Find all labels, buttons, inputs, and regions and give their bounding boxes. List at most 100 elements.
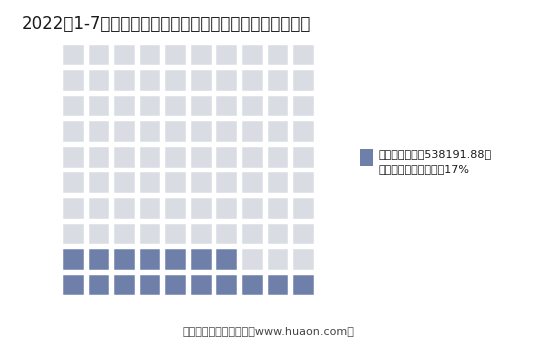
Text: 制图：华经产业研究院（www.huaon.com）: 制图：华经产业研究院（www.huaon.com） xyxy=(183,326,354,336)
Bar xyxy=(86,119,110,143)
Bar xyxy=(189,247,213,271)
Bar xyxy=(61,119,85,143)
Bar xyxy=(189,171,213,194)
Bar xyxy=(138,43,162,66)
Bar xyxy=(214,43,238,66)
Bar xyxy=(189,222,213,245)
Bar xyxy=(189,196,213,220)
Bar xyxy=(266,196,289,220)
Bar xyxy=(291,119,315,143)
Bar xyxy=(214,222,238,245)
Bar xyxy=(138,171,162,194)
Bar xyxy=(291,145,315,168)
Bar xyxy=(291,196,315,220)
Bar xyxy=(240,119,264,143)
Bar xyxy=(266,43,289,66)
Bar xyxy=(214,273,238,296)
Bar xyxy=(86,145,110,168)
Bar xyxy=(138,119,162,143)
Text: 2022年1-7月郑州商品交易所期货成交金额占全国市场比重: 2022年1-7月郑州商品交易所期货成交金额占全国市场比重 xyxy=(21,15,311,33)
Bar xyxy=(138,68,162,92)
Bar xyxy=(61,68,85,92)
Bar xyxy=(86,94,110,117)
Bar xyxy=(214,145,238,168)
Bar xyxy=(189,119,213,143)
Text: 期货成交金额为538191.88亿: 期货成交金额为538191.88亿 xyxy=(379,149,492,159)
Bar xyxy=(189,273,213,296)
Bar xyxy=(240,171,264,194)
Bar xyxy=(291,94,315,117)
Bar xyxy=(112,247,136,271)
Bar xyxy=(112,94,136,117)
Bar xyxy=(214,196,238,220)
Bar xyxy=(112,222,136,245)
Bar xyxy=(240,273,264,296)
Bar xyxy=(163,222,187,245)
Text: 元，占全国市场份额的17%: 元，占全国市场份额的17% xyxy=(379,164,469,175)
Bar xyxy=(86,273,110,296)
Bar xyxy=(266,119,289,143)
Bar xyxy=(189,43,213,66)
Bar xyxy=(240,68,264,92)
Bar xyxy=(214,94,238,117)
Bar xyxy=(266,273,289,296)
Bar xyxy=(163,145,187,168)
Bar xyxy=(112,68,136,92)
Bar xyxy=(61,145,85,168)
Bar xyxy=(61,196,85,220)
Bar xyxy=(214,247,238,271)
Bar xyxy=(112,171,136,194)
Bar xyxy=(266,145,289,168)
Bar xyxy=(189,94,213,117)
Bar xyxy=(112,196,136,220)
Bar xyxy=(163,43,187,66)
Bar xyxy=(291,171,315,194)
Bar xyxy=(112,145,136,168)
Bar xyxy=(240,145,264,168)
Bar xyxy=(291,43,315,66)
Bar xyxy=(86,68,110,92)
Bar xyxy=(291,68,315,92)
Bar xyxy=(138,94,162,117)
Bar xyxy=(163,68,187,92)
Bar xyxy=(61,222,85,245)
Bar xyxy=(86,247,110,271)
Bar xyxy=(138,273,162,296)
Bar xyxy=(86,196,110,220)
Bar xyxy=(163,247,187,271)
Bar xyxy=(112,119,136,143)
Bar xyxy=(163,196,187,220)
Bar xyxy=(240,94,264,117)
Bar xyxy=(291,247,315,271)
Bar xyxy=(240,196,264,220)
Bar xyxy=(138,222,162,245)
Bar xyxy=(138,196,162,220)
Bar xyxy=(291,222,315,245)
Bar xyxy=(214,171,238,194)
Bar xyxy=(163,273,187,296)
Bar xyxy=(214,68,238,92)
Bar xyxy=(61,43,85,66)
Bar xyxy=(61,94,85,117)
Bar xyxy=(86,222,110,245)
Bar xyxy=(163,94,187,117)
Bar xyxy=(266,94,289,117)
Bar xyxy=(266,68,289,92)
Bar xyxy=(240,43,264,66)
Bar xyxy=(214,119,238,143)
Bar xyxy=(240,222,264,245)
Bar xyxy=(163,171,187,194)
Bar xyxy=(61,273,85,296)
Bar xyxy=(163,119,187,143)
Bar xyxy=(138,145,162,168)
Bar xyxy=(291,273,315,296)
Bar xyxy=(61,171,85,194)
Bar xyxy=(112,43,136,66)
Bar xyxy=(189,68,213,92)
Bar xyxy=(266,247,289,271)
Bar xyxy=(240,247,264,271)
Bar xyxy=(112,273,136,296)
Bar xyxy=(61,247,85,271)
Bar xyxy=(138,247,162,271)
Bar xyxy=(266,222,289,245)
